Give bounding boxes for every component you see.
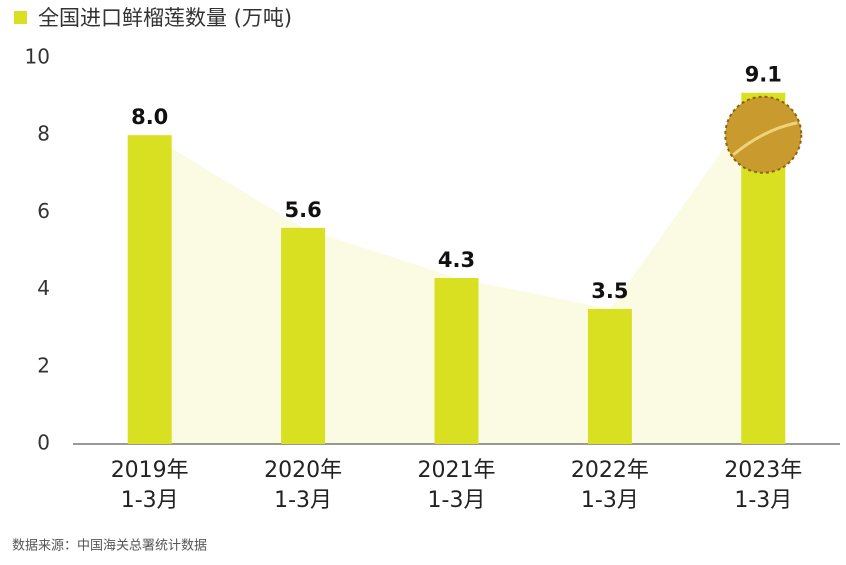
value-label: 5.6 bbox=[284, 198, 321, 222]
x-tick-label: 2020年 1-3月 bbox=[264, 458, 343, 513]
y-tick-label: 8 bbox=[37, 122, 50, 146]
x-tick-label: 2022年 1-3月 bbox=[570, 458, 649, 513]
x-tick-label: 2023年 1-3月 bbox=[724, 458, 803, 513]
value-label: 9.1 bbox=[745, 63, 782, 87]
bar bbox=[434, 278, 479, 444]
y-tick-label: 10 bbox=[25, 45, 50, 69]
source: 数据来源：中国海关总署统计数据 bbox=[12, 539, 207, 554]
y-tick-label: 4 bbox=[37, 276, 50, 300]
x-tick-label: 2019年 1-3月 bbox=[110, 458, 189, 513]
y-tick-label: 0 bbox=[37, 431, 50, 455]
y-tick-label: 6 bbox=[37, 199, 50, 223]
bar bbox=[281, 227, 326, 444]
y-tick-label: 2 bbox=[37, 353, 50, 377]
value-label: 3.5 bbox=[591, 279, 628, 303]
legend-swatch bbox=[14, 11, 27, 24]
bar bbox=[587, 308, 632, 444]
durian-icon bbox=[724, 95, 803, 174]
value-label: 4.3 bbox=[438, 248, 475, 272]
legend-label: 全国进口鲜榴莲数量 (万吨) bbox=[38, 6, 292, 30]
bar bbox=[127, 135, 172, 444]
x-tick-label: 2021年 1-3月 bbox=[417, 458, 496, 513]
value-label: 8.0 bbox=[131, 105, 168, 129]
durian-seam bbox=[732, 121, 798, 156]
